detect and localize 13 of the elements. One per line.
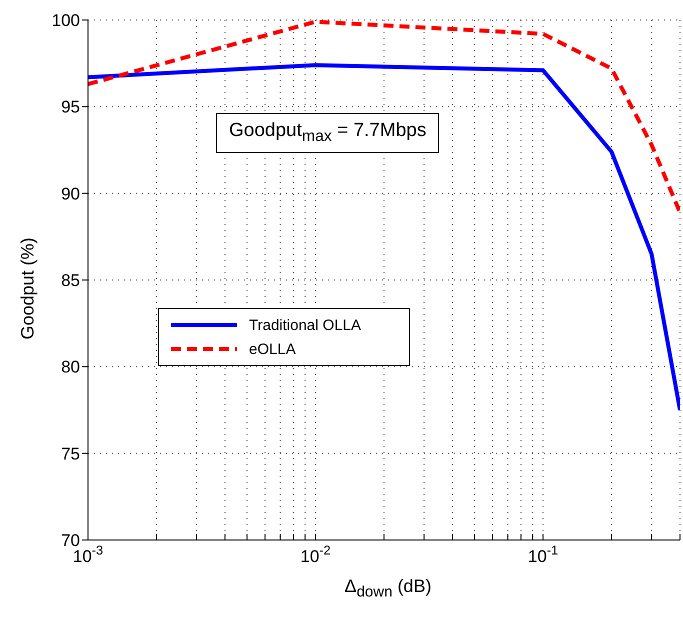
legend-label: eOLLA bbox=[249, 340, 296, 358]
y-tick-label: 85 bbox=[61, 271, 80, 290]
legend-label: Traditional OLLA bbox=[249, 316, 362, 334]
annotation: Goodput$_{max}$ = 7.7Mbps bbox=[229, 120, 426, 145]
y-tick-label: 95 bbox=[61, 98, 80, 117]
y-axis-title: Goodput (%) bbox=[18, 237, 38, 340]
y-tick-label: 100 bbox=[52, 11, 80, 30]
x-tick-label: 10$^{-2}$ bbox=[300, 542, 331, 566]
y-tick-label: 90 bbox=[61, 184, 80, 204]
y-tick-label: 80 bbox=[61, 358, 80, 377]
x-axis-title: Δ$_{down}$ (dB) bbox=[344, 576, 432, 601]
x-tick-label: 10$^{-1}$ bbox=[528, 542, 558, 566]
y-tick-label: 75 bbox=[61, 444, 80, 464]
